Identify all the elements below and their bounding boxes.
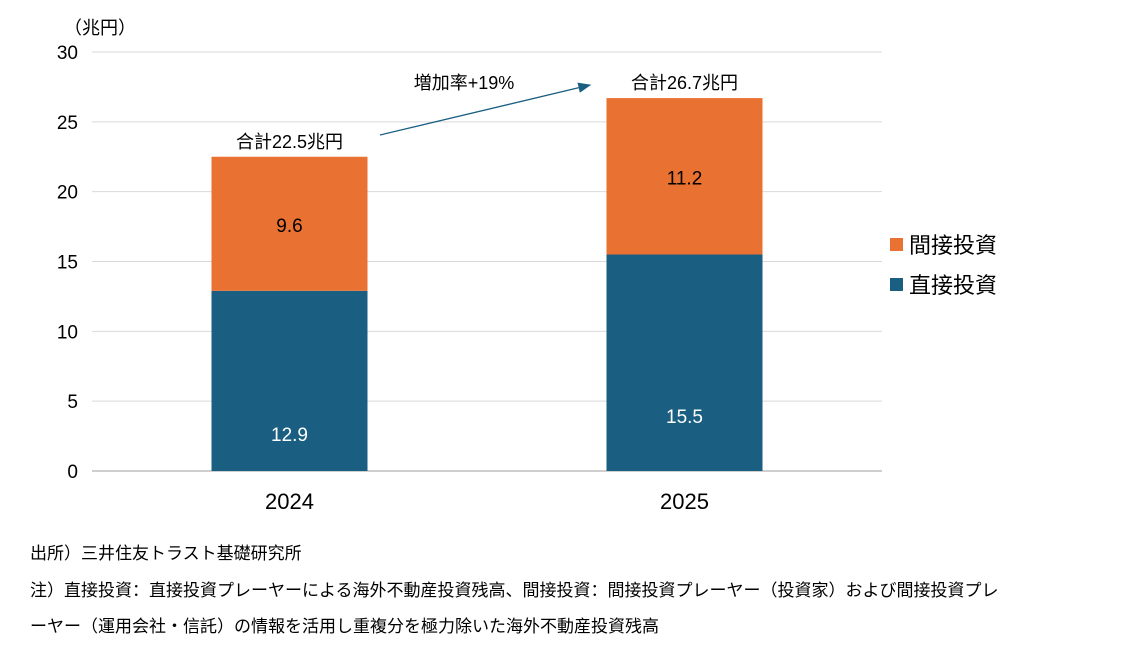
total-label: 合計22.5兆円 bbox=[236, 132, 343, 152]
y-tick-label: 15 bbox=[57, 253, 78, 274]
footnote-line-1: 注）直接投資：直接投資プレーヤーによる海外不動産投資残高、間接投資：間接投資プレ… bbox=[30, 581, 999, 600]
data-label: 11.2 bbox=[667, 168, 703, 189]
source-note: 出所）三井住友トラスト基礎研究所 bbox=[30, 544, 302, 563]
x-tick-label: 2024 bbox=[265, 489, 314, 514]
bar-segment bbox=[606, 98, 763, 255]
legend-label-indirect: 間接投資 bbox=[909, 233, 998, 258]
legend-swatch-direct bbox=[890, 277, 903, 291]
legend-swatch-indirect bbox=[890, 237, 903, 251]
growth-annotation: 増加率+19% bbox=[379, 73, 592, 136]
bar-segment bbox=[606, 254, 763, 471]
data-label: 9.6 bbox=[276, 216, 302, 237]
bar-segment bbox=[211, 290, 368, 471]
data-label: 12.9 bbox=[271, 425, 308, 446]
legend-label-direct: 直接投資 bbox=[909, 273, 998, 298]
total-label: 合計26.7兆円 bbox=[631, 73, 738, 93]
y-tick-label: 30 bbox=[57, 43, 78, 64]
bars: 12.9 9.6 合計22.5兆円 15.5 11.2 合計26.7兆円 bbox=[211, 73, 763, 471]
x-axis-ticks: 2024 2025 bbox=[265, 489, 709, 514]
y-tick-label: 5 bbox=[67, 392, 78, 413]
x-tick-label: 2025 bbox=[660, 489, 709, 514]
gridlines bbox=[92, 51, 882, 472]
growth-rate-label: 増加率+19% bbox=[414, 73, 515, 93]
y-tick-label: 25 bbox=[57, 113, 78, 134]
y-tick-label: 0 bbox=[67, 462, 78, 483]
y-tick-label: 20 bbox=[57, 183, 78, 204]
footnote-line-2: ーヤー（運用会社・信託）の情報を活用し重複分を極力除いた海外不動産投資残高 bbox=[30, 617, 659, 636]
data-label: 15.5 bbox=[666, 407, 703, 428]
growth-arrow bbox=[379, 82, 592, 136]
legend-item-direct: 直接投資 bbox=[890, 268, 997, 300]
y-axis-ticks: 0 5 10 15 20 25 30 bbox=[57, 43, 78, 483]
legend-item-indirect: 間接投資 bbox=[890, 228, 997, 260]
y-tick-label: 10 bbox=[57, 322, 78, 343]
y-axis-unit-label: （兆円） bbox=[64, 18, 136, 38]
bar-segment bbox=[211, 156, 368, 291]
